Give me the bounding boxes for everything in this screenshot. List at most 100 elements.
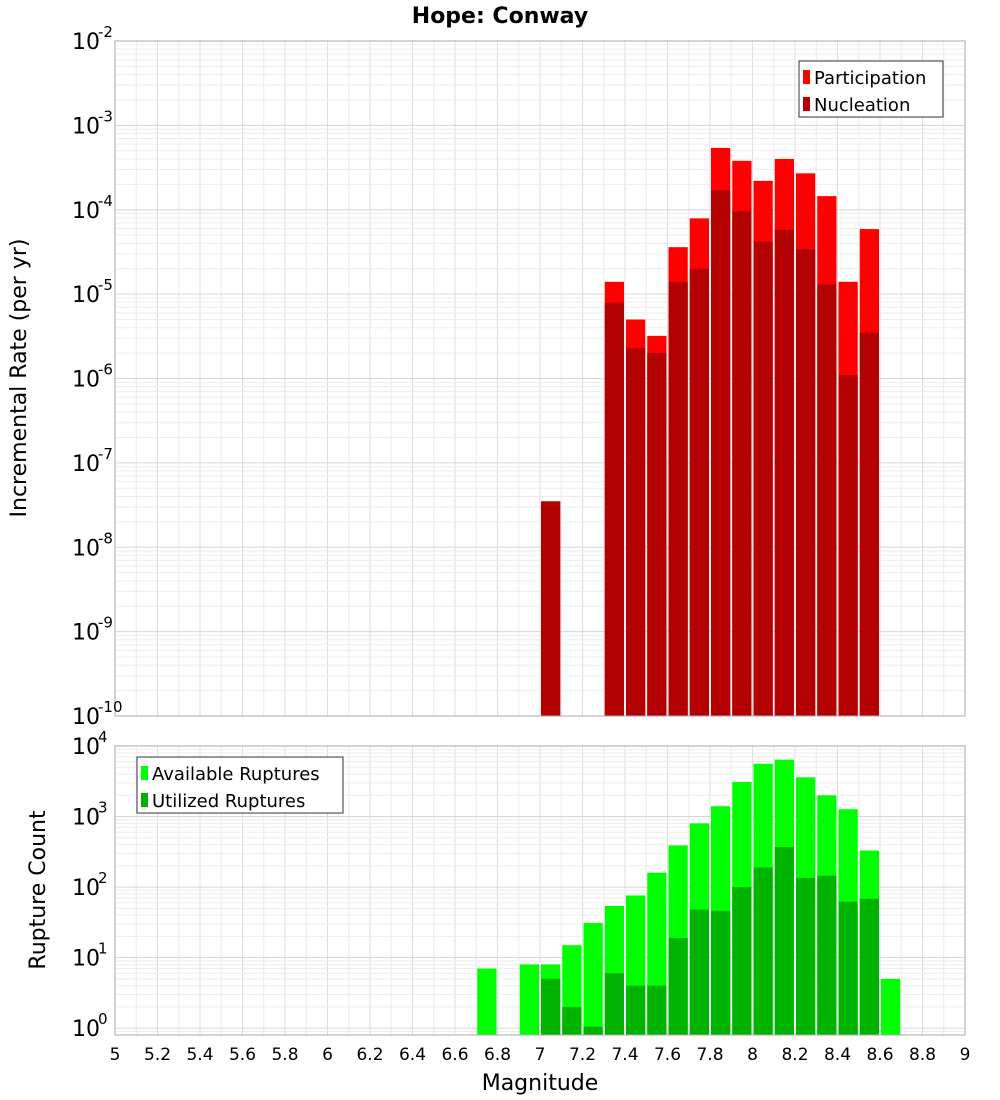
top-bar-nucleation [796,249,816,716]
top-y-tick-exponent: -6 [98,361,113,379]
top-y-tick-exponent: -5 [98,276,113,294]
top-bar-nucleation [647,353,667,716]
bottom-bar-utilized-ruptures [753,867,773,1035]
top-y-tick-exponent: -9 [98,614,113,632]
top-legend: Participation Nucleation [798,60,944,118]
x-tick-label: 8.8 [909,1045,936,1065]
bottom-bar-utilized-ruptures [732,887,752,1035]
top-plot-frame [114,40,966,717]
bottom-y-axis-label: Rupture Count [26,810,51,970]
top-bar-nucleation [604,302,624,716]
top-y-tick-base: 10 [72,283,100,308]
bottom-y-tick-label: 104 [72,728,108,760]
bottom-y-tick-label: 100 [72,1010,108,1042]
top-y-tick-label: 10-10 [72,698,123,730]
top-y-tick-base: 10 [72,368,100,393]
x-tick-label: 7 [535,1045,546,1065]
x-tick-label: 7.8 [696,1045,723,1065]
bottom-bar-utilized-ruptures [689,909,709,1035]
x-tick-label: 8 [747,1045,758,1065]
bottom-y-tick-exponent: 0 [98,1010,108,1028]
top-legend-swatch [803,97,810,111]
top-y-tick-base: 10 [72,199,100,224]
top-bar-nucleation [541,501,561,716]
top-y-tick-base: 10 [72,114,100,139]
top-y-tick-label: 10-2 [72,23,113,55]
top-legend-swatch [803,70,810,84]
top-y-tick-label: 10-7 [72,445,113,477]
bottom-legend-swatch [141,793,148,807]
top-y-tick-exponent: -3 [98,107,113,125]
top-y-tick-base: 10 [72,705,100,730]
top-y-tick-label: 10-3 [72,107,113,139]
bottom-y-tick-base: 10 [72,1017,100,1042]
top-bar-nucleation [838,375,858,716]
bottom-bar-utilized-ruptures [647,985,667,1035]
bottom-y-tick-base: 10 [72,947,100,972]
top-y-tick-base: 10 [72,536,100,561]
bottom-bar-utilized-ruptures [604,973,624,1035]
top-y-tick-exponent: -8 [98,529,113,547]
top-bar-nucleation [859,332,879,716]
x-tick-label: 7.2 [569,1045,596,1065]
x-tick-label: 5.6 [229,1045,256,1065]
bottom-y-tick-base: 10 [72,735,100,760]
bottom-plot-frame [114,745,966,1036]
top-y-tick-label: 10-5 [72,276,113,308]
bottom-bar-utilized-ruptures [541,978,561,1035]
bottom-bar-available-ruptures [881,978,901,1035]
top-y-tick-label: 10-8 [72,529,113,561]
bottom-bar-utilized-ruptures [668,937,688,1035]
top-bar-nucleation [817,284,837,716]
top-y-tick-exponent: -4 [98,192,113,210]
bottom-y-tick-exponent: 3 [98,799,108,817]
bottom-bar-available-ruptures [519,964,539,1035]
top-y-tick-exponent: -7 [98,445,113,463]
bottom-bar-utilized-ruptures [626,985,646,1035]
bottom-y-tick-exponent: 1 [98,940,108,958]
bottom-bar-utilized-ruptures [796,877,816,1035]
bottom-y-tick-base: 10 [72,806,100,831]
bottom-bar-available-ruptures [477,968,497,1035]
x-tick-label: 8.6 [866,1045,893,1065]
bottom-y-tick-label: 102 [72,869,108,901]
x-tick-label: 8.4 [824,1045,851,1065]
bottom-y-tick-base: 10 [72,876,100,901]
bottom-bar-utilized-ruptures [711,910,731,1035]
x-tick-label: 7.6 [654,1045,681,1065]
top-y-tick-base: 10 [72,452,100,477]
top-bar-nucleation [711,190,731,716]
x-tick-label: 8.2 [781,1045,808,1065]
bottom-y-tick-label: 103 [72,799,108,831]
x-tick-label: 7.4 [611,1045,638,1065]
top-bar-nucleation [626,347,646,716]
top-y-tick-exponent: -10 [98,698,123,716]
x-tick-label: 6.2 [356,1045,383,1065]
top-y-tick-base: 10 [72,30,100,55]
top-y-tick-base: 10 [72,621,100,646]
x-tick-label: 5 [110,1045,121,1065]
x-tick-label: 6 [322,1045,333,1065]
bottom-legend-box [136,756,344,814]
x-tick-label: 9 [960,1045,971,1065]
top-legend-label: Participation [814,68,926,89]
bottom-y-tick-exponent: 2 [98,869,108,887]
x-tick-label: 6.8 [484,1045,511,1065]
bottom-y-tick-label: 101 [72,940,108,972]
bottom-legend: Available Ruptures Utilized Ruptures [136,756,344,814]
top-bar-nucleation [689,268,709,716]
top-bar-nucleation [753,241,773,717]
bottom-legend-swatch [141,766,148,780]
x-axis-label: Magnitude [482,1071,599,1096]
top-legend-box [798,60,944,118]
bottom-bar-utilized-ruptures [859,898,879,1035]
bottom-bar-utilized-ruptures [817,875,837,1035]
bottom-bar-utilized-ruptures [562,1006,582,1035]
chart-title: Hope: Conway [412,4,588,29]
top-plot: 10-210-310-410-510-610-710-810-910-10Par… [72,23,966,730]
top-y-tick-label: 10-4 [72,192,113,224]
top-bar-nucleation [732,211,752,717]
bottom-bar-utilized-ruptures [838,901,858,1035]
